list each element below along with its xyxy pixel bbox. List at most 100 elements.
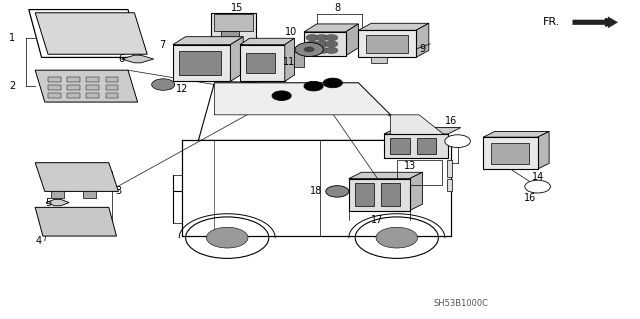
Polygon shape: [214, 83, 390, 115]
Bar: [366, 35, 408, 53]
Circle shape: [376, 227, 418, 248]
Text: 16: 16: [524, 193, 536, 203]
Polygon shape: [573, 17, 618, 28]
Polygon shape: [384, 128, 461, 134]
Bar: [106, 77, 118, 82]
Text: 18: 18: [310, 186, 323, 197]
Text: FR.: FR.: [543, 17, 560, 27]
Bar: [483, 137, 538, 169]
Bar: [491, 143, 529, 164]
Bar: [371, 57, 387, 63]
Bar: [86, 85, 99, 90]
Polygon shape: [240, 38, 294, 45]
Text: 11: 11: [283, 57, 296, 67]
Circle shape: [445, 135, 470, 147]
Polygon shape: [285, 38, 294, 81]
Bar: [355, 183, 374, 206]
Polygon shape: [122, 55, 154, 63]
Text: 10: 10: [285, 27, 297, 37]
Text: 1: 1: [9, 33, 15, 43]
Bar: [51, 191, 64, 198]
Circle shape: [152, 79, 175, 90]
Bar: [214, 14, 253, 31]
Text: 8: 8: [335, 3, 341, 13]
Circle shape: [326, 186, 349, 197]
Bar: [106, 85, 118, 90]
Text: 7: 7: [159, 40, 165, 50]
Bar: [211, 13, 256, 43]
Polygon shape: [358, 23, 429, 30]
Circle shape: [325, 34, 338, 41]
Text: 13: 13: [403, 161, 416, 171]
Circle shape: [295, 42, 323, 56]
Text: 16: 16: [445, 116, 458, 126]
Bar: [48, 77, 61, 82]
Bar: [179, 51, 221, 75]
Text: 15: 15: [230, 3, 243, 13]
Polygon shape: [390, 115, 451, 140]
Text: 9: 9: [419, 44, 426, 55]
Polygon shape: [46, 199, 69, 206]
Bar: [106, 93, 118, 98]
Bar: [384, 134, 448, 158]
Polygon shape: [35, 163, 118, 191]
Circle shape: [323, 78, 342, 88]
Bar: [397, 160, 442, 185]
Bar: [48, 85, 61, 90]
Polygon shape: [35, 70, 138, 102]
Bar: [390, 138, 410, 154]
Polygon shape: [230, 37, 243, 81]
Text: 4: 4: [35, 236, 42, 246]
Polygon shape: [346, 24, 358, 56]
Bar: [221, 31, 239, 41]
Bar: [381, 183, 400, 206]
Bar: [240, 45, 285, 81]
Bar: [86, 77, 99, 82]
Bar: [83, 191, 96, 198]
Bar: [417, 138, 436, 154]
Circle shape: [272, 91, 291, 100]
Polygon shape: [173, 37, 243, 45]
Text: 17: 17: [371, 215, 384, 225]
Polygon shape: [349, 172, 422, 179]
Polygon shape: [538, 131, 549, 169]
Polygon shape: [35, 207, 116, 236]
Bar: [246, 53, 275, 73]
Bar: [294, 52, 304, 67]
Circle shape: [206, 227, 248, 248]
Bar: [447, 160, 452, 177]
Circle shape: [306, 34, 319, 41]
Text: 12: 12: [176, 84, 189, 94]
Polygon shape: [410, 172, 422, 211]
Bar: [67, 85, 80, 90]
Text: 3: 3: [115, 186, 122, 197]
Bar: [48, 93, 61, 98]
Bar: [173, 45, 230, 81]
Circle shape: [316, 34, 328, 41]
Bar: [349, 179, 410, 211]
Circle shape: [525, 180, 550, 193]
Bar: [182, 140, 451, 236]
Polygon shape: [416, 23, 429, 57]
Circle shape: [306, 41, 319, 47]
Bar: [86, 93, 99, 98]
Bar: [67, 93, 80, 98]
Polygon shape: [35, 13, 147, 54]
Circle shape: [316, 47, 328, 54]
Text: 5: 5: [45, 197, 51, 208]
Circle shape: [304, 81, 323, 91]
Circle shape: [306, 47, 319, 54]
Text: 2: 2: [9, 81, 15, 91]
Bar: [304, 32, 346, 56]
Polygon shape: [483, 131, 549, 137]
Polygon shape: [304, 24, 358, 32]
Text: SH53B1000C: SH53B1000C: [433, 299, 488, 308]
Text: 6: 6: [118, 54, 125, 64]
Circle shape: [325, 41, 338, 47]
Circle shape: [316, 41, 328, 47]
Bar: [447, 179, 452, 191]
Circle shape: [325, 47, 338, 54]
Bar: [358, 30, 416, 57]
Circle shape: [304, 47, 314, 52]
Text: 14: 14: [531, 172, 544, 182]
